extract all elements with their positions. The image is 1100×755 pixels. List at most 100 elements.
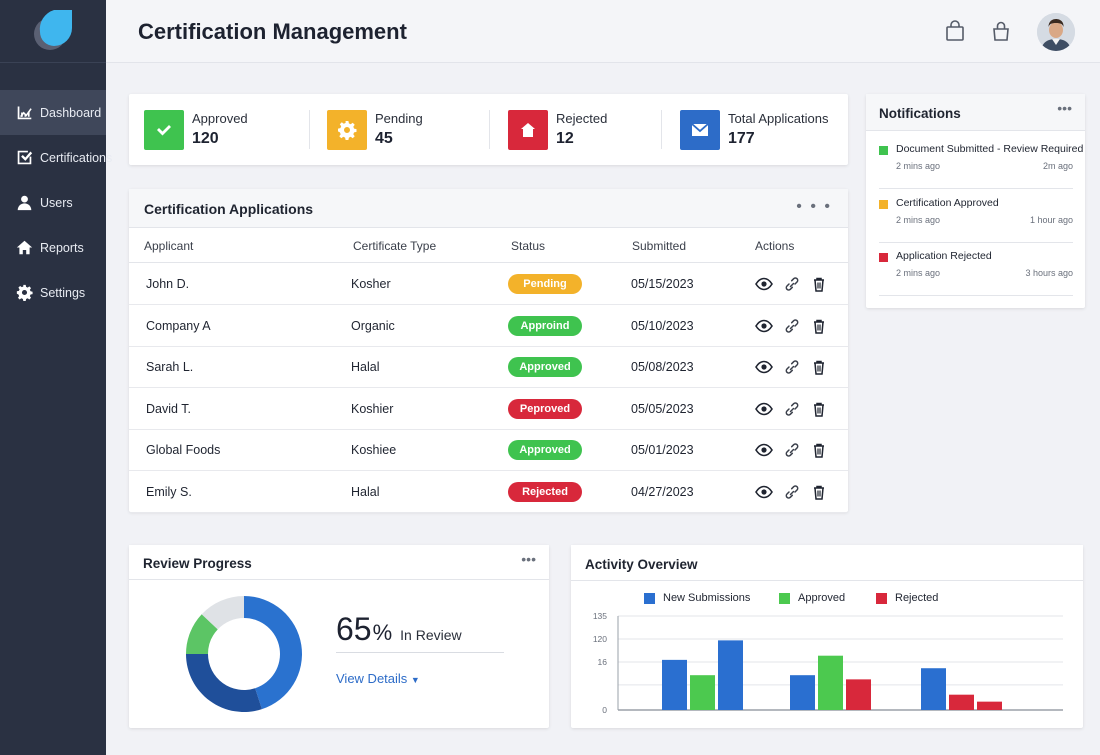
stat-value: 120 <box>192 130 219 147</box>
percent-label: In Review <box>400 627 462 643</box>
stat-rejected[interactable]: Rejected 12 <box>508 108 607 151</box>
check-icon <box>144 109 184 150</box>
sidebar-item-dashboard[interactable]: Dashboard <box>0 90 106 135</box>
stats-card: Approved 120 Pending 45 Rejected 12 Tota… <box>129 94 848 165</box>
trash-icon[interactable] <box>810 276 828 292</box>
column-header[interactable]: Applicant <box>144 239 194 253</box>
table-row[interactable]: Sarah L. Halal Approved 05/08/2023 <box>129 347 848 388</box>
link-icon[interactable] <box>783 359 801 375</box>
divider <box>309 110 310 149</box>
bar-rejected[interactable] <box>949 694 974 710</box>
applicant-name: Sarah L. <box>146 360 194 374</box>
stat-label: Rejected <box>556 111 608 126</box>
table-row[interactable]: Global Foods Koshiee Approved 05/01/2023 <box>129 430 848 471</box>
stat-value: 177 <box>728 130 755 147</box>
more-menu-button[interactable]: ••• <box>1057 100 1072 116</box>
eye-icon[interactable] <box>755 401 773 417</box>
table-row[interactable]: John D. Kosher Pending 05/15/2023 <box>129 264 848 305</box>
bar-rejected[interactable] <box>977 701 1002 710</box>
bar-rejected[interactable] <box>846 679 871 710</box>
donut-chart <box>186 596 302 712</box>
home-icon <box>508 109 548 150</box>
app-logo[interactable] <box>32 8 76 52</box>
card-title: Notifications <box>879 106 961 121</box>
eye-icon[interactable] <box>755 318 773 334</box>
stat-total-applications[interactable]: Total Applications 177 <box>680 108 828 151</box>
donut-segment <box>186 614 218 654</box>
trash-icon[interactable] <box>810 484 828 500</box>
notification-item[interactable]: Document Submitted - Review Required 2 m… <box>879 137 1083 189</box>
eye-icon[interactable] <box>755 484 773 500</box>
eye-icon[interactable] <box>755 359 773 375</box>
eye-icon[interactable] <box>755 442 773 458</box>
notification-item[interactable]: Application Rejected 2 mins ago 3 hours … <box>879 244 1073 296</box>
link-icon[interactable] <box>783 484 801 500</box>
status-dot <box>879 146 888 155</box>
legend-swatch <box>779 592 790 604</box>
table-row[interactable]: Company A Organic Approind 05/10/2023 <box>129 306 848 347</box>
table-row[interactable]: Emily S. Halal Rejected 04/27/2023 <box>129 472 848 513</box>
legend-item: New Submissions <box>644 592 750 604</box>
link-icon[interactable] <box>783 442 801 458</box>
bar-new-submissions[interactable] <box>662 659 687 710</box>
table-row[interactable]: David T. Koshier Peproved 05/05/2023 <box>129 389 848 430</box>
sidebar-item-label: Dashboard <box>40 105 102 120</box>
legend-label: New Submissions <box>663 592 751 604</box>
column-header[interactable]: Submitted <box>632 239 687 253</box>
notification-text: Certification Approved <box>896 197 999 209</box>
user-icon <box>16 194 33 211</box>
stat-approved[interactable]: Approved 120 <box>144 108 248 151</box>
status-badge: Approved <box>508 440 582 460</box>
y-tick-label: 120 <box>593 634 607 644</box>
bar-new-submissions[interactable] <box>790 675 815 710</box>
donut-segment <box>186 654 262 712</box>
gear-icon <box>327 109 367 150</box>
submitted-date: 05/15/2023 <box>631 277 694 291</box>
top-header: Certification Management <box>106 0 1100 63</box>
card-header: Notifications ••• <box>866 94 1085 131</box>
bar-approved[interactable] <box>818 655 843 710</box>
certificate-type: Halal <box>351 484 380 499</box>
sidebar-item-reports[interactable]: Reports <box>0 225 106 270</box>
trash-icon[interactable] <box>810 359 828 375</box>
notification-time-right: 3 hours ago <box>1025 268 1073 278</box>
sidebar-item-settings[interactable]: Settings <box>0 270 106 315</box>
applicant-name: Global Foods <box>146 443 221 457</box>
more-menu-button[interactable]: ••• <box>521 551 536 567</box>
bar-new-submissions[interactable] <box>718 640 743 710</box>
trash-icon[interactable] <box>810 318 828 334</box>
donut-segment <box>244 596 302 710</box>
checklist-icon <box>16 149 33 166</box>
card-title: Certification Applications <box>144 201 314 217</box>
page-title: Certification Management <box>138 19 407 44</box>
link-icon[interactable] <box>783 401 801 417</box>
certificate-type: Koshiee <box>351 443 397 457</box>
sidebar-item-certifications[interactable]: Certifications <box>0 135 112 180</box>
review-percentage: 65% In Review <box>336 611 462 648</box>
column-header[interactable]: Certificate Type <box>353 239 437 253</box>
stat-pending[interactable]: Pending 45 <box>327 108 423 151</box>
link-icon[interactable] <box>783 318 801 334</box>
lock-icon[interactable] <box>991 20 1011 42</box>
sidebar-item-users[interactable]: Users <box>0 180 106 225</box>
trash-icon[interactable] <box>810 442 828 458</box>
applicant-name: Emily S. <box>146 484 192 499</box>
bar-approved[interactable] <box>690 675 715 710</box>
column-header[interactable]: Status <box>511 239 546 253</box>
eye-icon[interactable] <box>755 276 773 292</box>
column-header: Actions <box>755 239 795 253</box>
more-menu-button[interactable]: • • • <box>796 198 832 215</box>
view-details-link[interactable]: View Details ▼ <box>336 671 420 686</box>
notification-item[interactable]: Certification Approved 2 mins ago 1 hour… <box>879 191 1073 243</box>
notification-time-right: 2m ago <box>1042 161 1073 171</box>
shopping-bag-icon[interactable] <box>945 20 965 42</box>
notifications-card: Notifications ••• Document Submitted - R… <box>866 94 1085 308</box>
avatar[interactable] <box>1037 13 1075 51</box>
view-details-label: View Details <box>336 671 408 686</box>
link-icon[interactable] <box>783 276 801 292</box>
applicant-name: Company A <box>146 318 211 333</box>
bar-new-submissions[interactable] <box>921 668 946 710</box>
trash-icon[interactable] <box>810 401 828 417</box>
notification-time: 2 mins ago <box>896 161 941 171</box>
legend-swatch <box>876 592 887 604</box>
